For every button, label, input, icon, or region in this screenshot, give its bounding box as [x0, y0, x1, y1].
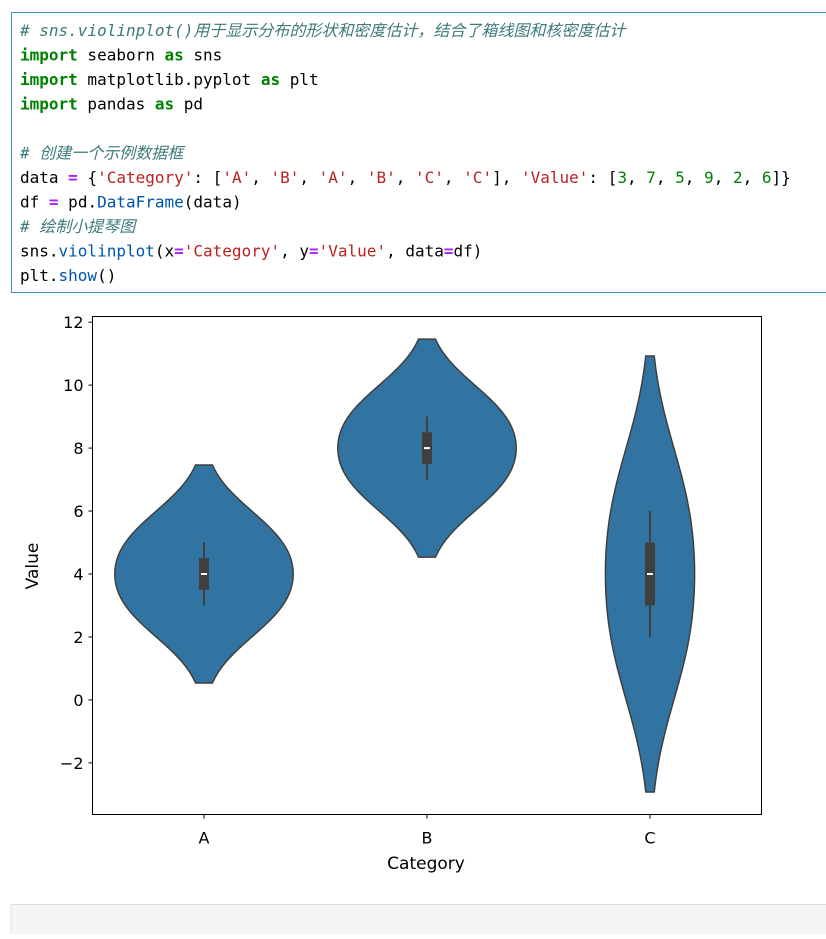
code-token: ,: [685, 168, 704, 187]
code-token: seaborn: [78, 46, 165, 65]
code-token: df): [454, 242, 483, 261]
code-line: import matplotlib.pyplot as plt: [20, 70, 319, 89]
code-token: ,: [299, 168, 318, 187]
code-line: data = {'Category': ['A', 'B', 'A', 'B',…: [20, 168, 791, 187]
y-tick-label: 6: [73, 502, 83, 521]
y-tick-label: 0: [73, 691, 83, 710]
y-axis-label: Value: [23, 543, 43, 590]
code-line: # 创建一个示例数据框: [19, 144, 186, 163]
code-token: # 绘制小提琴图: [19, 217, 137, 236]
code-line: import seaborn as sns: [20, 46, 222, 65]
empty-cell[interactable]: [11, 905, 826, 935]
code-token: , data: [386, 242, 444, 261]
code-token: ],: [492, 168, 521, 187]
code-token: =: [444, 242, 454, 261]
code-token: (x: [155, 242, 175, 261]
code-token: 'C': [415, 168, 444, 187]
code-token: import: [20, 70, 78, 89]
code-token: 'Value': [521, 168, 588, 187]
code-token: 'Value': [319, 242, 386, 261]
code-token: # sns.violinplot()用于显示分布的形状和密度估计，结合了箱线图和…: [19, 21, 627, 40]
code-token: pandas: [78, 95, 155, 114]
code-token: 'Category': [184, 242, 280, 261]
code-token: pd: [174, 95, 203, 114]
code-token: 5: [675, 168, 685, 187]
code-token: DataFrame: [97, 193, 184, 212]
x-tick-label: C: [644, 829, 655, 848]
code-token: import: [20, 46, 78, 65]
code-token: sns: [184, 46, 223, 65]
code-token: # 创建一个示例数据框: [19, 144, 186, 163]
code-token: =: [309, 242, 319, 261]
code-token: 2: [733, 168, 743, 187]
code-token: (): [97, 266, 116, 285]
code-token: ,: [396, 168, 415, 187]
code-token: : [: [193, 168, 222, 187]
code-line: sns.violinplot(x='Category', y='Value', …: [20, 242, 482, 261]
code-token: as: [261, 70, 280, 89]
code-token: (data): [184, 193, 242, 212]
code-token: ,: [656, 168, 675, 187]
code-token: plt.: [20, 266, 59, 285]
code-token: 'A': [319, 168, 348, 187]
code-token: as: [165, 46, 184, 65]
code-token: 7: [646, 168, 656, 187]
code-token: =: [49, 193, 59, 212]
code-token: 9: [704, 168, 714, 187]
code-line: # 绘制小提琴图: [19, 217, 137, 236]
code-token: ]}: [772, 168, 791, 187]
code-token: , y: [280, 242, 309, 261]
x-tick-label: A: [199, 829, 210, 848]
code-token: 'A': [222, 168, 251, 187]
code-token: =: [174, 242, 184, 261]
code-token: ,: [627, 168, 646, 187]
code-line: plt.show(): [20, 266, 116, 285]
y-tick-label: 8: [73, 439, 83, 458]
code-token: ,: [348, 168, 367, 187]
code-token: sns.: [20, 242, 59, 261]
x-tick-label: B: [422, 829, 433, 848]
code-token: import: [20, 95, 78, 114]
code-token: as: [155, 95, 174, 114]
code-line: df = pd.DataFrame(data): [20, 193, 242, 212]
code-token: plt: [280, 70, 319, 89]
code-token: 'B': [367, 168, 396, 187]
y-tick-label: 12: [63, 313, 83, 332]
code-token: matplotlib.pyplot: [78, 70, 261, 89]
code-token: data: [20, 168, 68, 187]
code-token: {: [78, 168, 97, 187]
code-token: ,: [714, 168, 733, 187]
x-axis-label: Category: [387, 854, 465, 874]
code-token: 3: [617, 168, 627, 187]
code-token: ,: [251, 168, 270, 187]
code-line: # sns.violinplot()用于显示分布的形状和密度估计，结合了箱线图和…: [19, 21, 627, 40]
y-tick-label: 2: [73, 628, 83, 647]
code-token: : [: [588, 168, 617, 187]
code-token: 6: [762, 168, 772, 187]
code-token: df: [20, 193, 49, 212]
code-line: import pandas as pd: [20, 95, 203, 114]
code-token: 'B': [270, 168, 299, 187]
code-token: pd.: [59, 193, 98, 212]
code-token: ,: [444, 168, 463, 187]
code-token: =: [68, 168, 78, 187]
y-tick-label: 10: [63, 376, 83, 395]
y-tick-label: 4: [73, 565, 83, 584]
code-token: show: [59, 266, 98, 285]
code-token: violinplot: [59, 242, 155, 261]
y-tick-label: −2: [60, 754, 84, 773]
code-token: ,: [743, 168, 762, 187]
code-token: 'C': [463, 168, 492, 187]
code-token: 'Category': [97, 168, 193, 187]
